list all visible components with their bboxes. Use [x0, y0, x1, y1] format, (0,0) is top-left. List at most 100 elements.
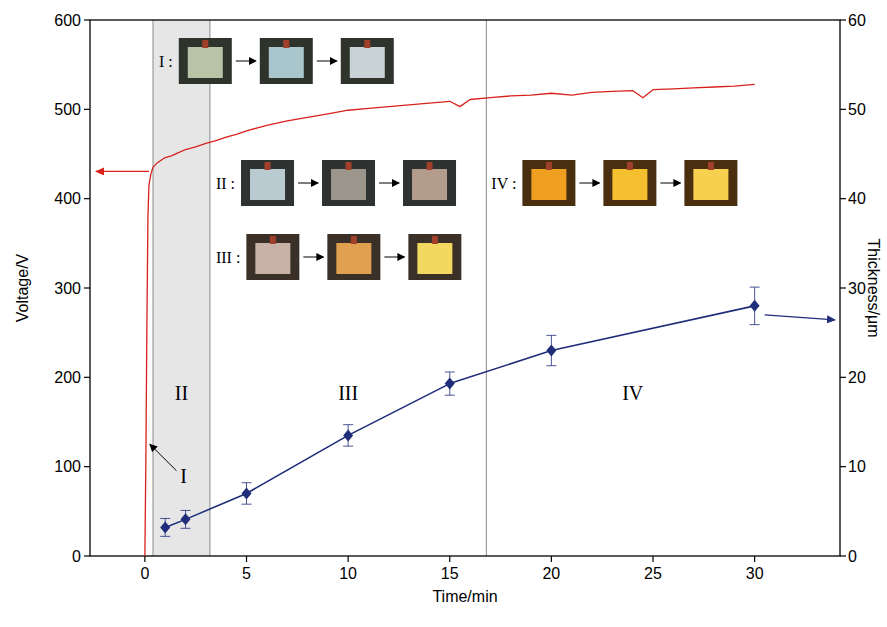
y2-tick: [840, 19, 846, 20]
series-line: [165, 306, 754, 528]
series-line: [145, 84, 755, 556]
y-tick: [84, 109, 90, 110]
marker: [546, 345, 556, 357]
inset-label: IV :: [491, 175, 516, 192]
y-axis-title: Voltage/V: [14, 253, 31, 322]
inset-label: II :: [216, 175, 235, 192]
y2-tick: [840, 287, 846, 288]
photo-frame: [179, 38, 232, 84]
inset: III :: [216, 234, 461, 280]
photo-clamp: [283, 40, 289, 48]
phase-shade: [153, 20, 210, 556]
x-tick-label: 30: [746, 565, 764, 582]
y2-tick-label: 0: [848, 548, 857, 565]
photo-frame: [684, 160, 737, 206]
axis-arrow: [765, 315, 835, 320]
photo-sample: [250, 169, 285, 200]
photo-sample: [269, 47, 304, 78]
photo-arrow: [317, 61, 337, 62]
y-tick-label: 100: [54, 458, 81, 475]
y2-tick-label: 10: [848, 458, 866, 475]
y-tick: [84, 198, 90, 199]
photo-clamp: [364, 40, 370, 48]
y2-tick: [840, 555, 846, 556]
inset-label: III :: [216, 249, 240, 266]
photo-sample: [188, 47, 223, 78]
photo-arrow: [303, 257, 323, 258]
y2-tick-label: 60: [848, 12, 866, 29]
x-tick: [754, 556, 755, 562]
photo-arrow: [579, 183, 599, 184]
x-tick-label: 20: [542, 565, 560, 582]
photo-frame: [260, 38, 313, 84]
phase-label: II: [175, 382, 188, 404]
x-tick: [652, 556, 653, 562]
axis-arrow: [96, 171, 149, 172]
photo-arrow: [236, 61, 256, 62]
photo-frame: [403, 160, 456, 206]
phase-arrow: [150, 444, 177, 470]
photo-clamp: [265, 162, 271, 170]
error-bar: [343, 425, 353, 446]
photo-arrow: [660, 183, 680, 184]
inset: IV :: [491, 160, 737, 206]
x-tick: [144, 556, 145, 562]
photo-frame: [322, 160, 375, 206]
error-bar: [160, 518, 170, 536]
y2-tick: [840, 198, 846, 199]
photo-sample: [350, 47, 385, 78]
photo-frame: [603, 160, 656, 206]
phase-boundary: [486, 20, 487, 556]
marker: [445, 378, 455, 390]
plot-frame: [90, 20, 840, 556]
x-axis-title: Time/min: [432, 588, 497, 605]
phase-boundary: [153, 20, 154, 556]
phase-label: IV: [622, 382, 644, 404]
x-tick-label: 10: [339, 565, 357, 582]
photo-frame: [246, 234, 299, 280]
photo-sample: [693, 169, 728, 200]
y2-tick-label: 20: [848, 369, 866, 386]
photo-clamp: [432, 236, 438, 244]
marker: [160, 521, 170, 533]
y-tick-label: 600: [54, 12, 81, 29]
x-tick: [246, 556, 247, 562]
y-tick-label: 300: [54, 280, 81, 297]
inset-label: I :: [159, 53, 173, 70]
y2-axis-title: Thickness/μm: [865, 238, 882, 337]
y-tick-label: 0: [72, 548, 81, 565]
phase-regions: [153, 20, 486, 556]
data-group: [145, 84, 760, 556]
inset: I :: [159, 38, 394, 84]
x-tick-label: 5: [242, 565, 251, 582]
y2-tick: [840, 377, 846, 378]
y-tick: [84, 287, 90, 288]
y-tick: [84, 466, 90, 467]
photo-frame: [522, 160, 575, 206]
x-tick-label: 15: [441, 565, 459, 582]
y2-tick-label: 30: [848, 280, 866, 297]
x-tick: [449, 556, 450, 562]
marker: [181, 513, 191, 525]
phase-label: I: [180, 465, 187, 487]
y-tick: [84, 377, 90, 378]
y2-tick: [840, 109, 846, 110]
error-bar: [242, 483, 252, 504]
photo-clamp: [546, 162, 552, 170]
inset: II :: [216, 160, 456, 206]
photo-clamp: [708, 162, 714, 170]
error-bar: [181, 510, 191, 528]
photo-sample: [412, 169, 447, 200]
x-tick-label: 25: [644, 565, 662, 582]
x-tick: [348, 556, 349, 562]
y-tick: [84, 555, 90, 556]
photo-clamp: [270, 236, 276, 244]
photo-clamp: [351, 236, 357, 244]
y-tick-label: 400: [54, 190, 81, 207]
phase-boundary: [209, 20, 210, 556]
y2-tick-label: 50: [848, 101, 866, 118]
error-bar: [750, 287, 760, 325]
photo-frame: [341, 38, 394, 84]
y2-tick-label: 40: [848, 190, 866, 207]
photo-sample: [531, 169, 566, 200]
